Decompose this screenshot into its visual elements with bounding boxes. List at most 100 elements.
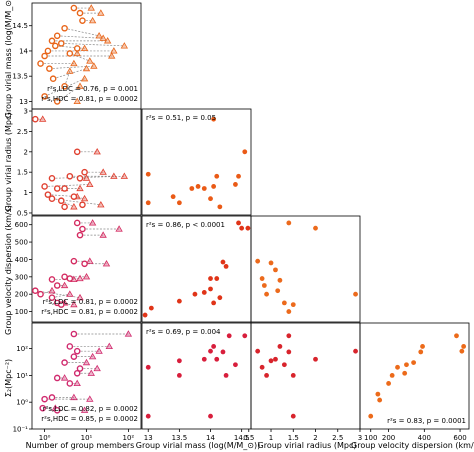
ldc-circle-point: [53, 406, 61, 414]
group-data-point: [273, 267, 278, 273]
hdc-triangle-point: [73, 49, 81, 57]
member-link-line: [69, 53, 90, 62]
y-tick-label: 400: [15, 256, 28, 264]
x-tick-label: 400: [418, 434, 431, 442]
hdc-triangle-point: [48, 286, 56, 294]
hdc-triangle-point: [76, 82, 84, 89]
x-tick-label: 14: [206, 434, 215, 442]
hdc-triangle-point: [73, 97, 81, 105]
ldc-circle-point: [48, 195, 56, 202]
x-tick-label: 0.5: [243, 434, 254, 442]
panel-frame: [31, 108, 142, 216]
hdc-triangle-point: [124, 330, 133, 337]
hdc-triangle-point: [86, 395, 94, 402]
panel-sigma_members: 10⁻¹ 10⁰ 10¹ 10² 10⁰ 10¹ 10² r²s,LDC = 0.82, p …: [13, 322, 142, 442]
hdc-triangle-point: [60, 374, 69, 381]
ldc-circle-point: [73, 45, 81, 52]
group-data-point: [214, 356, 220, 362]
group-data-point: [281, 362, 287, 368]
ldc-circle-point: [44, 191, 52, 198]
hdc-triangle-point: [88, 352, 97, 360]
hdc-triangle-point: [86, 180, 94, 188]
x-tick-label: 13: [144, 434, 153, 442]
group-data-point: [255, 348, 261, 354]
panel-frame: [141, 322, 252, 430]
x-tick-label: 13.5: [172, 434, 188, 442]
group-data-point: [286, 333, 292, 339]
hdc-triangle-point: [80, 44, 89, 52]
axis-label-velocity-dispersion: Group velocity dispersion (km/s): [4, 205, 13, 335]
y-axis-label-vdisp: Group velocity dispersion (km/s): [4, 205, 13, 335]
panel-frame: [141, 215, 252, 323]
hdc-triangle-point: [110, 172, 118, 179]
hdc-triangle-point: [80, 194, 89, 202]
hdc-triangle-point: [93, 148, 101, 155]
x-tick-label: 2: [313, 434, 317, 442]
hdc-triangle-point: [70, 203, 78, 210]
panel-radius_mass: r²s = 0.51, p = 0.05: [141, 108, 252, 216]
group-data-point: [242, 149, 248, 155]
ldc-circle-point: [66, 172, 74, 180]
group-data-point: [192, 291, 198, 297]
ldc-circle-point: [61, 273, 68, 281]
group-data-point: [145, 413, 151, 419]
ldc-circle-point: [66, 275, 74, 282]
group-data-point: [208, 286, 213, 292]
group-data-point: [275, 288, 281, 294]
group-data-point: [176, 372, 182, 378]
member-link-line: [47, 194, 78, 198]
hdc-triangle-point: [97, 201, 105, 208]
group-data-point: [402, 370, 408, 376]
member-link-line: [61, 200, 75, 208]
group-data-point: [259, 276, 265, 281]
hdc-triangle-point: [120, 42, 129, 49]
correlation-stat-label: r²s = 0.86, p < 0.0001: [146, 221, 225, 229]
hdc-triangle-point: [108, 52, 116, 59]
group-data-point: [353, 348, 358, 354]
group-data-point: [211, 300, 217, 306]
y-axis-label-sigma: Σ₂(Mpc⁻²): [4, 359, 13, 397]
ldc-circle-point: [61, 185, 68, 192]
group-data-point: [211, 116, 217, 122]
group-data-point: [418, 349, 424, 355]
hdc-triangle-point: [99, 168, 107, 175]
y-tick-label: 3: [24, 108, 28, 116]
panel-frame: [141, 108, 252, 216]
x-axis-label-members: Number of group members: [26, 441, 135, 450]
group-data-point: [313, 225, 318, 231]
group-data-point: [286, 309, 292, 314]
group-data-point: [368, 413, 374, 419]
hdc-triangle-point: [80, 74, 89, 82]
ldc-circle-point: [53, 98, 61, 105]
group-data-point: [176, 298, 182, 304]
panel-frame: [359, 322, 470, 430]
hdc-triangle-point: [66, 67, 74, 74]
group-data-point: [375, 391, 381, 397]
ldc-circle-point: [73, 347, 81, 355]
member-link-line: [53, 68, 87, 80]
y-tick-label: 14: [19, 47, 28, 55]
ldc-circle-point: [70, 193, 78, 200]
y-tick-label: 10⁰: [16, 399, 28, 407]
group-data-point: [255, 258, 261, 264]
group-data-point: [214, 173, 220, 179]
hdc-triangle-point: [80, 406, 89, 413]
group-data-point: [214, 276, 220, 281]
hdc-triangle-point: [86, 257, 94, 264]
x-axis-label-vdisp: Group velocity dispersion (km/s): [351, 441, 474, 450]
ldc-circle-point: [41, 183, 48, 190]
x-axis-label-radius: Group virial radius (Mpc): [258, 441, 357, 450]
y-tick-label: 13: [19, 98, 28, 106]
group-data-point: [261, 283, 267, 288]
correlation-stat-label: r²s = 0.83, p = 0.0001: [387, 417, 466, 425]
group-data-point: [189, 186, 195, 191]
ldc-circle-point: [41, 395, 48, 403]
group-data-point: [145, 171, 151, 177]
group-data-point: [459, 348, 465, 354]
group-data-point: [281, 300, 287, 306]
y-axis-label-mass: Group virial mass (log(M/M_⊙)): [4, 0, 13, 118]
group-data-point: [236, 220, 241, 226]
group-data-point: [454, 333, 459, 339]
panel-vdisp_radius: [250, 215, 361, 323]
group-data-point: [176, 200, 182, 206]
